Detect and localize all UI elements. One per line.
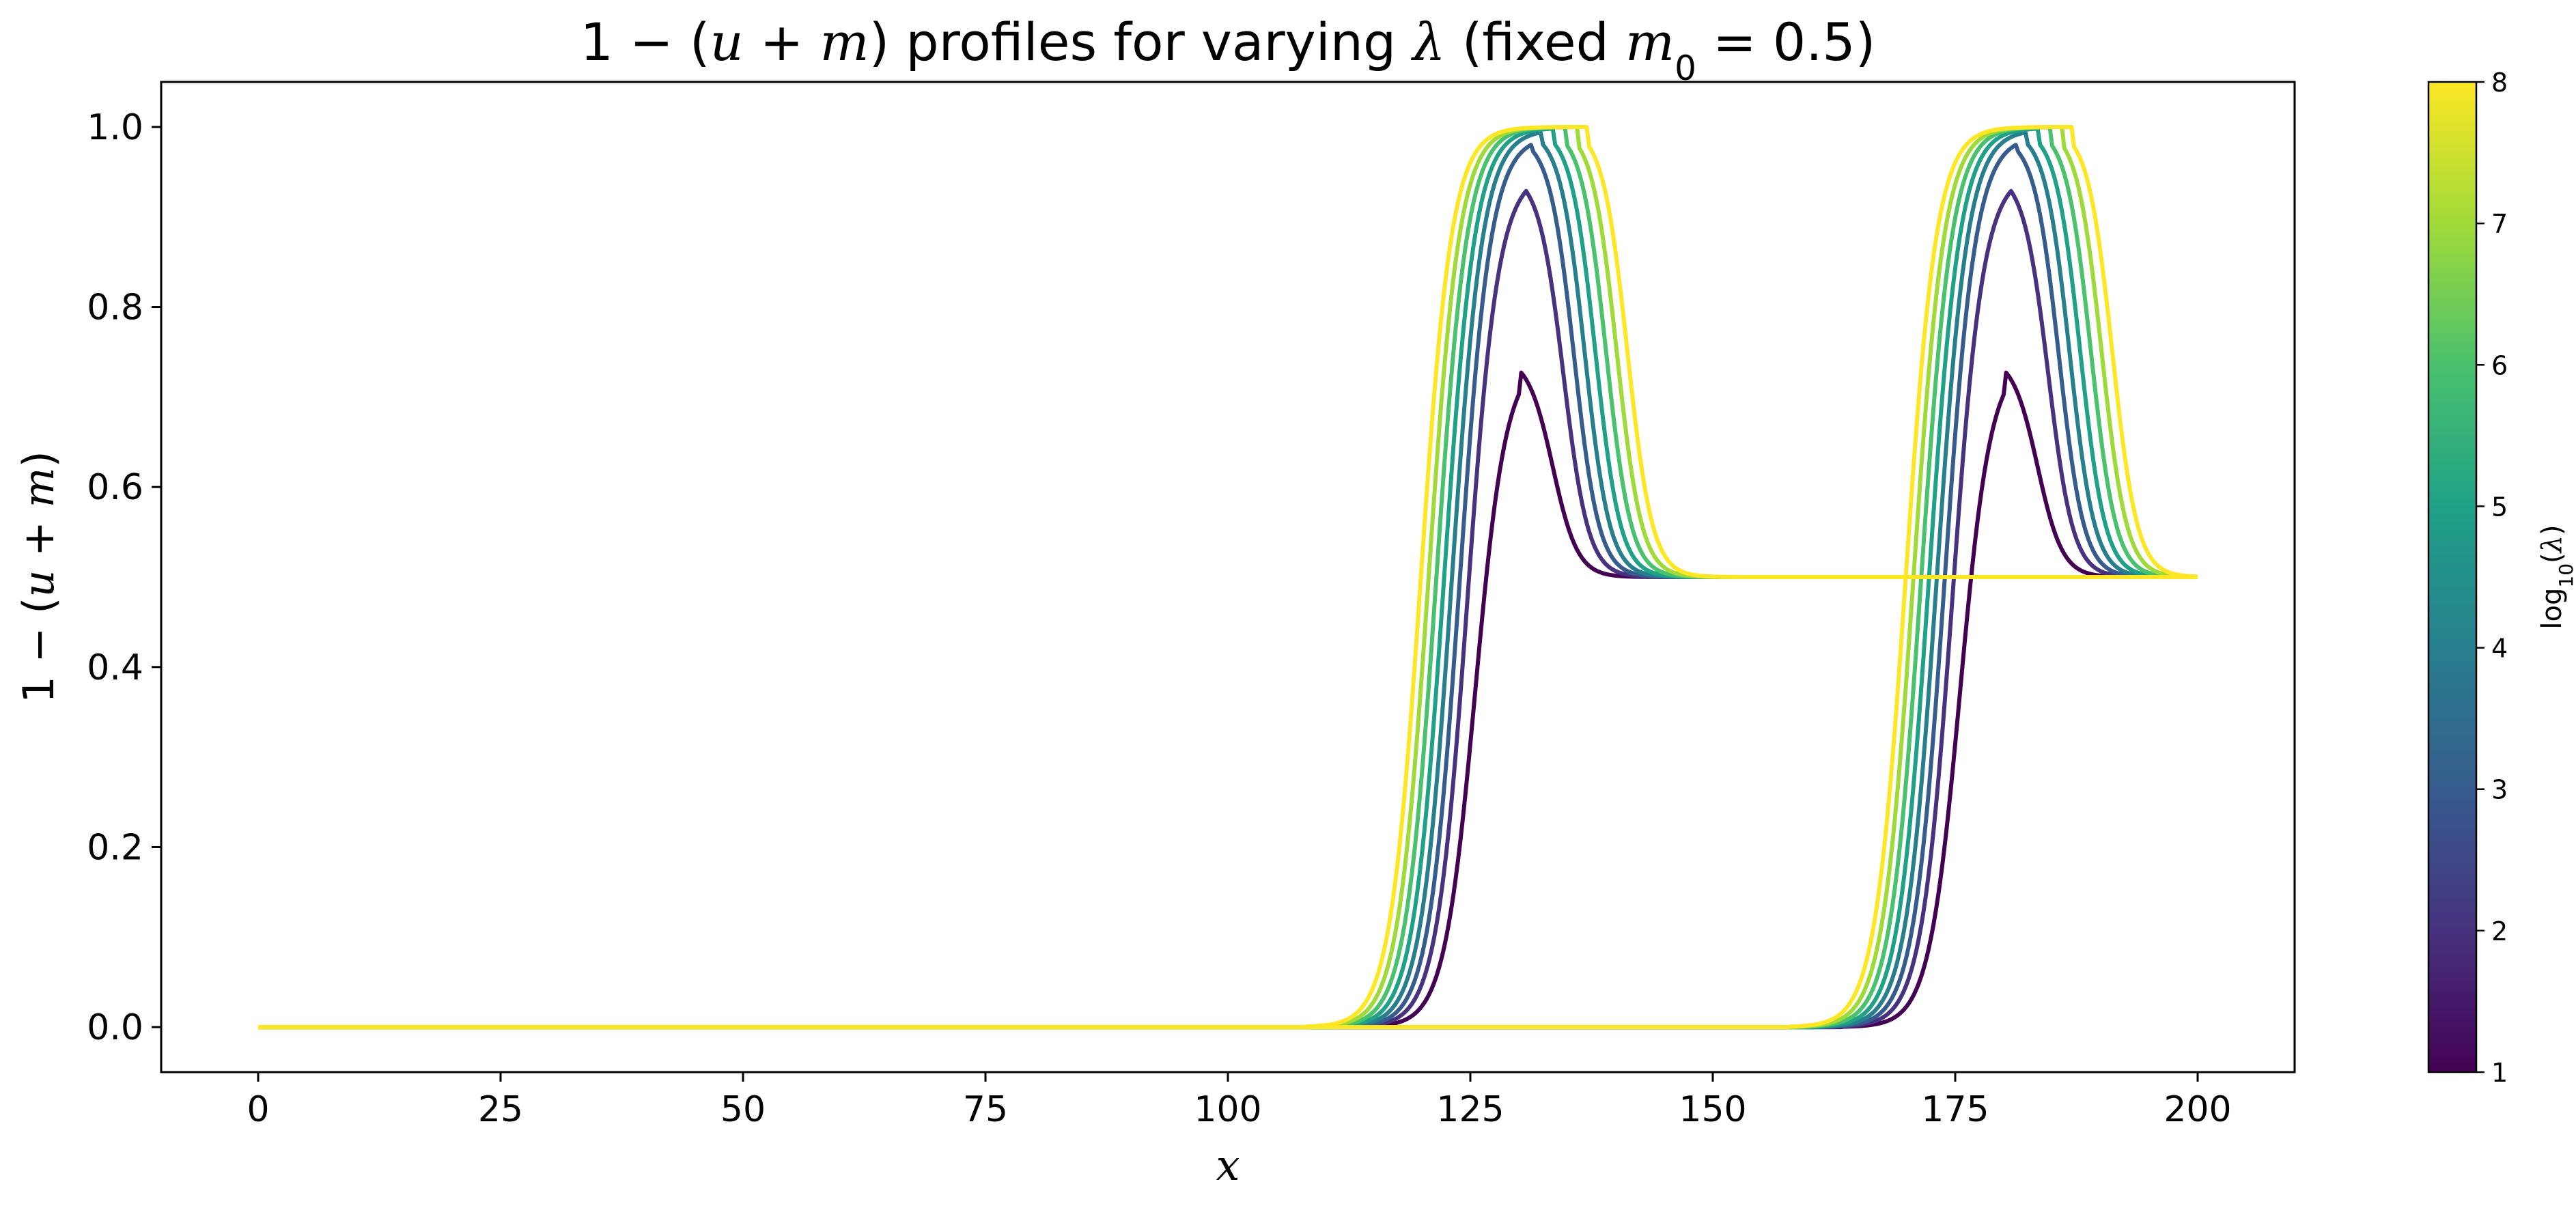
colorbar-tick-label: 5 [2491, 492, 2508, 522]
y-axis-ticks: 0.0 0.2 0.4 0.6 0.8 1.0 [87, 107, 161, 1048]
colorbar-tick-label: 1 [2491, 1058, 2508, 1088]
colorbar-label: log10(λ) [2536, 524, 2576, 629]
y-tick-label: 0.0 [87, 1007, 143, 1048]
x-tick-label: 100 [1194, 1089, 1261, 1130]
x-axis-ticks: 0 25 50 75 100 125 150 175 200 [247, 1072, 2232, 1130]
colorbar-tick-label: 6 [2491, 350, 2508, 380]
y-tick-label: 0.4 [87, 647, 143, 688]
x-tick-label: 0 [247, 1089, 269, 1130]
series-line-wave2-log8 [258, 124, 2198, 1030]
colorbar-tick-label: 2 [2491, 916, 2508, 946]
x-tick-label: 150 [1679, 1089, 1746, 1130]
y-axis-label: 1 − (u + m) [14, 451, 64, 703]
colorbar-tick-label: 7 [2491, 209, 2508, 239]
chart-title: 1 − (u + m) profiles for varying λ (fixe… [580, 12, 1876, 88]
y-tick-label: 0.2 [87, 827, 143, 868]
colorbar-ticks: 1 2 3 4 5 6 7 8 [2476, 68, 2508, 1088]
x-tick-label: 125 [1436, 1089, 1504, 1130]
y-tick-label: 1.0 [87, 107, 143, 148]
x-tick-label: 175 [1921, 1089, 1989, 1130]
colorbar-tick-label: 3 [2491, 775, 2508, 805]
y-tick-label: 0.6 [87, 467, 143, 508]
x-tick-label: 25 [478, 1089, 523, 1130]
y-tick-label: 0.8 [87, 287, 143, 328]
colorbar [2427, 81, 2478, 1073]
x-tick-label: 50 [720, 1089, 766, 1130]
colorbar-tick-label: 8 [2491, 68, 2508, 98]
x-tick-label: 200 [2164, 1089, 2231, 1130]
x-tick-label: 75 [963, 1089, 1008, 1130]
x-axis-label: x [1216, 1140, 1240, 1190]
series-layer [258, 124, 2198, 1030]
colorbar-tick-label: 4 [2491, 634, 2508, 664]
